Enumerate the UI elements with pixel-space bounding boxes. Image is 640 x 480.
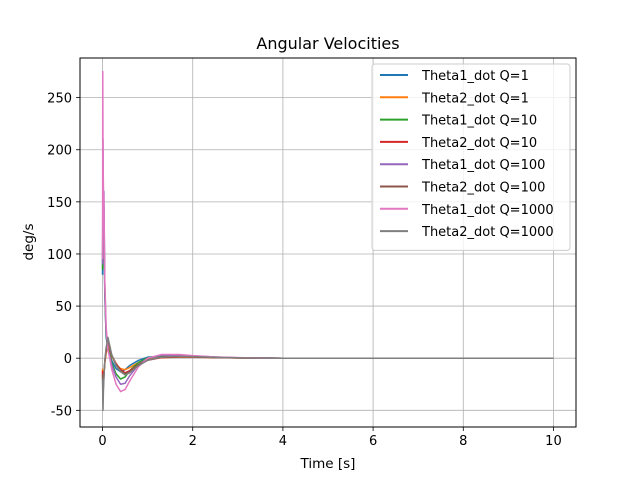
y-tick-label: -50 — [51, 404, 72, 419]
y-tick-label: 150 — [47, 196, 72, 211]
x-tick-label: 0 — [98, 434, 106, 449]
x-tick-label: 6 — [369, 434, 377, 449]
legend-label: Theta2_dot Q=10 — [421, 136, 537, 151]
y-tick-label: 250 — [47, 92, 72, 107]
legend-label: Theta1_dot Q=1 — [421, 69, 529, 84]
y-tick-label: 100 — [47, 248, 72, 263]
x-tick-label: 4 — [279, 434, 287, 449]
ticks: 0 2 4 6 8 10 -50 0 50 100 150 200 250 — [47, 92, 562, 449]
series-line — [101, 336, 554, 412]
x-tick-label: 8 — [459, 434, 467, 449]
chart-title: Angular Velocities — [256, 34, 399, 53]
y-tick-label: 50 — [55, 300, 72, 315]
legend-label: Theta2_dot Q=1 — [421, 91, 529, 106]
plot-frame — [79, 57, 577, 428]
y-tick-label: 200 — [47, 144, 72, 159]
x-tick-label: 10 — [545, 434, 562, 449]
x-tick-label: 2 — [189, 434, 197, 449]
legend: Theta1_dot Q=1 Theta2_dot Q=1 Theta1_dot Q… — [371, 63, 571, 251]
legend-label: Theta2_dot Q=100 — [421, 181, 545, 196]
series-lines — [101, 70, 554, 412]
legend-box — [371, 63, 571, 251]
y-tick-label: 0 — [64, 352, 72, 367]
legend-label: Theta1_dot Q=10 — [421, 114, 537, 129]
legend-label: Theta1_dot Q=100 — [421, 158, 545, 173]
x-axis-label: Time [s] — [300, 456, 356, 472]
y-axis-label: deg/s — [21, 223, 37, 260]
legend-label: Theta1_dot Q=1000 — [421, 203, 554, 218]
legend-label: Theta2_dot Q=1000 — [421, 225, 554, 240]
